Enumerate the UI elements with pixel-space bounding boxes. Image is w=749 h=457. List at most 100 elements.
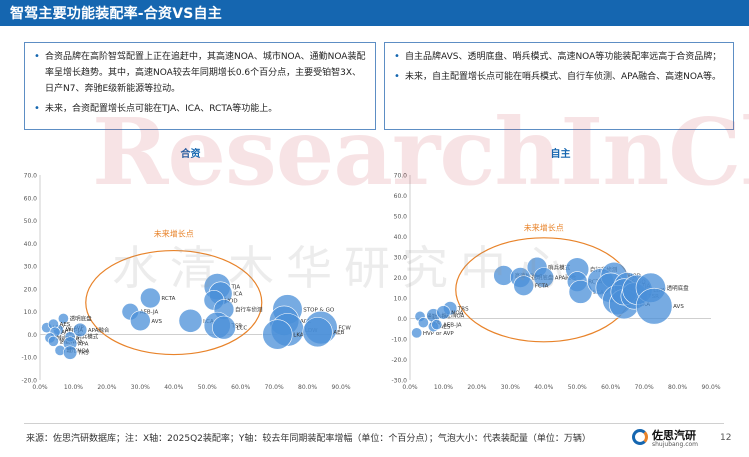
- domestic-x-tick-label: 30.0%: [501, 384, 520, 391]
- domestic-bubble-label: 透明底盘: [667, 284, 690, 292]
- domestic-bubble-label: AES: [440, 325, 451, 331]
- domestic-bullet-1: 自主品牌AVS、透明底盘、哨兵模式、高速NOA等功能装配率远高于合资品牌；: [393, 49, 725, 65]
- domestic-y-tick-label: -10.0: [391, 337, 407, 344]
- source-note: 来源：佐思汽研数据库；注：X轴：2025Q2装配率；Y轴：较去年同期装配率增幅（…: [26, 434, 591, 444]
- domestic-bubble-label: 哨兵模式: [548, 263, 571, 271]
- jv-bubble: [140, 287, 161, 309]
- jv-bubble: [130, 310, 151, 332]
- jv-bubble-chart: 合资 -20.0 -10.0 0.0 10.0 20.0 30.0 40.0 50.0 60.0 7…: [21, 147, 351, 391]
- domestic-y-tick-label: 50.0: [394, 214, 408, 221]
- domestic-x-tick-label: 90.0%: [701, 384, 720, 391]
- brand-logo: 佐思汽研 shujubang.com: [632, 427, 712, 451]
- domestic-bubble-label: HVP or AVP: [423, 331, 455, 337]
- jv-bubble-label: APA: [78, 342, 89, 348]
- jv-bubble-label: LCC: [237, 326, 248, 332]
- jv-bubble-label: 城市NOA: [66, 346, 89, 354]
- jv-bubble: [73, 322, 88, 337]
- jv-bubble-label: STOP & GO: [303, 307, 335, 313]
- domestic-x-tick-label: 80.0%: [668, 384, 687, 391]
- jv-bubble: [212, 315, 236, 340]
- domestic-x-tick-label: 10.0%: [434, 384, 453, 391]
- domestic-growth-annotation: 未来增长点: [524, 222, 564, 232]
- jv-growth-ellipse: [85, 249, 263, 356]
- domestic-y-tick-label: 40.0: [394, 234, 408, 241]
- page-title: 智驾主要功能装配率-合资VS自主: [10, 6, 222, 22]
- jv-x-tick-label: 0.0%: [32, 384, 48, 391]
- title-bar: 智驾主要功能装配率-合资VS自主: [0, 0, 749, 26]
- jv-bubble-label: AVS: [151, 319, 162, 325]
- domestic-y-tick-label: 30.0: [394, 255, 408, 262]
- domestic-bubble: [533, 267, 555, 288]
- domestic-x-tick-label: 50.0%: [568, 384, 587, 391]
- jv-x-tick-label: 10.0%: [64, 384, 83, 391]
- jv-y-tick-label: 10.0: [24, 309, 38, 316]
- jv-bubble: [178, 308, 203, 333]
- jv-bubble-label: TJA: [230, 285, 240, 291]
- domestic-y-tick-label: 20.0: [394, 275, 408, 282]
- jv-bubble-label: TRS: [77, 351, 89, 357]
- domestic-x-tick-label: 40.0%: [534, 384, 553, 391]
- domestic-x-tick-label: 60.0%: [601, 384, 620, 391]
- jv-y-tick-label: -10.0: [21, 355, 37, 362]
- jv-x-tick-label: 80.0%: [298, 384, 317, 391]
- brand-url: shujubang.com: [652, 441, 699, 448]
- domestic-bubble-label: FCTA: [535, 284, 549, 290]
- jv-bubble-label: AEB: [333, 330, 344, 336]
- jv-growth-annotation: 未来增长点: [154, 229, 194, 239]
- jv-bubble-label: 哨兵模式: [76, 333, 99, 341]
- jv-summary-box: 合资品牌在高阶智驾配置上正在追赶中，其高速NOA、城市NOA、通勤NOA装配率呈…: [24, 42, 376, 130]
- jv-bubble-label: TSR: [230, 323, 242, 329]
- page-number: 12: [720, 433, 732, 443]
- jv-bubble: [302, 317, 333, 348]
- domestic-y-tick-label: 60.0: [394, 193, 408, 200]
- domestic-bubble-label: AEB-JA: [443, 323, 462, 329]
- domestic-y-tick-label: -20.0: [391, 357, 407, 364]
- jv-bubble-label: RCTA: [161, 296, 175, 302]
- domestic-y-tick-label: 10.0: [394, 296, 408, 303]
- domestic-bubble-label: APA融合: [555, 274, 577, 282]
- jv-y-tick-label: 70.0: [24, 173, 38, 180]
- jv-bubble: [62, 345, 78, 360]
- domestic-bullet-2: 未来，自主配置增长点可能在哨兵模式、自行车侦测、APA融合、高速NOA等。: [393, 69, 725, 85]
- domestic-bubble: [635, 287, 673, 325]
- jv-x-tick-label: 20.0%: [97, 384, 116, 391]
- domestic-y-tick-label: -30.0: [391, 378, 407, 385]
- domestic-x-tick-label: 0.0%: [402, 384, 418, 391]
- jv-x-tick-label: 70.0%: [265, 384, 284, 391]
- jv-bubble: [47, 335, 59, 347]
- jv-bullet-1: 合资品牌在高阶智驾配置上正在追赶中，其高速NOA、城市NOA、通勤NOA装配率呈…: [33, 49, 367, 97]
- domestic-bubble-label: TRS: [457, 306, 469, 312]
- domestic-bubble: [417, 317, 429, 329]
- jv-x-tick-label: 30.0%: [131, 384, 150, 391]
- domestic-y-tick-label: 70.0: [394, 173, 408, 180]
- jv-y-tick-label: 50.0: [24, 218, 38, 225]
- jv-x-tick-label: 60.0%: [231, 384, 250, 391]
- jv-bubble-label: HOD: [225, 298, 238, 304]
- jv-y-tick-label: 0.0: [27, 332, 37, 339]
- jv-bubble-label: 透明底盘: [70, 315, 93, 323]
- domestic-bubble: [513, 275, 535, 296]
- domestic-bubble: [431, 319, 443, 331]
- jv-y-tick-label: 60.0: [24, 195, 38, 202]
- jv-bubble-label: AEB-JA: [140, 310, 159, 316]
- jv-y-tick-label: -20.0: [21, 378, 37, 385]
- domestic-chart-title: 自主: [551, 147, 571, 160]
- jv-bubble: [262, 319, 293, 350]
- brand-mark-icon: [632, 429, 648, 445]
- domestic-bubble-label: 城市NOA: [441, 311, 464, 319]
- domestic-x-tick-label: 20.0%: [467, 384, 486, 391]
- jv-y-tick-label: 40.0: [24, 241, 38, 248]
- domestic-bubble-chart: 自主 -30.0 -20.0 -10.0 0.0 10.0 20.0 30.0 40.0 50.0…: [391, 147, 720, 391]
- domestic-summary-box: 自主品牌AVS、透明底盘、哨兵模式、高速NOA等功能装配率远高于合资品牌； 未来…: [384, 42, 734, 130]
- domestic-x-tick-label: 70.0%: [635, 384, 654, 391]
- jv-bubble-label: 自行车侦测: [235, 305, 263, 313]
- jv-bubble-label: AES: [60, 322, 71, 328]
- jv-x-tick-label: 50.0%: [198, 384, 217, 391]
- domestic-bubble: [411, 327, 423, 339]
- jv-y-tick-label: 20.0: [24, 286, 38, 293]
- jv-bubble-label: HVP or AVP: [53, 326, 85, 332]
- jv-x-tick-label: 40.0%: [164, 384, 183, 391]
- brand-name: 佐思汽研: [652, 429, 696, 442]
- domestic-y-tick-label: 0.0: [397, 316, 407, 323]
- jv-bubble-label: APA融合: [88, 326, 110, 334]
